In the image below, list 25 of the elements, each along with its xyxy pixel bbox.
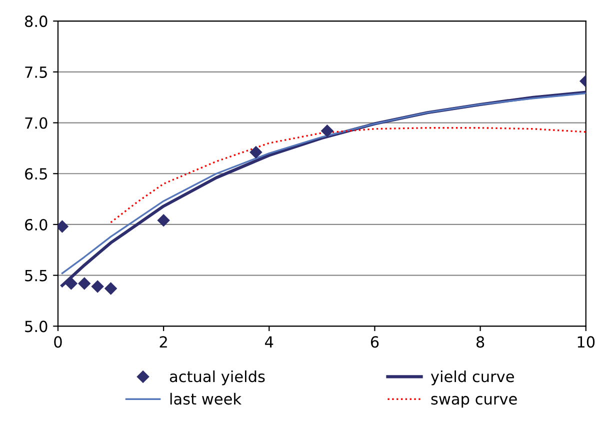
y-tick-label: 5.0	[25, 320, 48, 332]
x-tick-label: 2	[160, 336, 167, 348]
point	[157, 214, 170, 227]
x-tick-label: 10	[578, 336, 595, 348]
x-tick-label: 4	[265, 336, 274, 348]
y-tick-label: 6.0	[25, 218, 48, 230]
y-tick-label: 7.5	[25, 66, 47, 78]
point	[78, 277, 90, 290]
legend-label: swap curve	[431, 396, 517, 408]
y-tick-label: 7.0	[25, 117, 48, 129]
y-tick-label: 8.0	[25, 16, 48, 28]
x-tick-label: 0	[54, 336, 62, 348]
legend-label: actual yields	[170, 370, 265, 386]
legend-label: last week	[170, 392, 242, 405]
y-tick-label: 5.5	[25, 270, 47, 282]
x-tick-label: 6	[370, 336, 379, 348]
point	[91, 280, 104, 293]
point	[321, 124, 334, 138]
point	[250, 146, 262, 158]
point	[58, 220, 68, 233]
x-tick-label: 8	[476, 336, 484, 348]
point	[65, 277, 78, 290]
point	[104, 282, 117, 295]
y-tick-label: 6.5	[25, 168, 47, 180]
legend-label: yield curve	[430, 370, 514, 386]
